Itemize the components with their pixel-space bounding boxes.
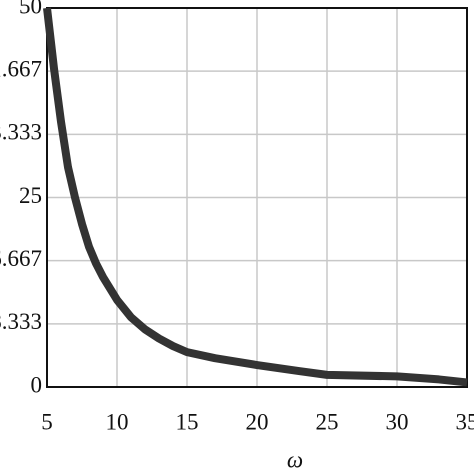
y-tick-label: 33.333 <box>0 120 42 145</box>
x-tick-label: 5 <box>41 409 53 434</box>
data-line <box>43 7 468 387</box>
y-tick-label: 50 <box>19 0 42 18</box>
x-tick-label: 15 <box>176 409 199 434</box>
y-tick-label: 16.667 <box>0 246 42 271</box>
x-axis-label: ω <box>287 447 303 472</box>
y-tick-label: 41.667 <box>0 56 42 81</box>
x-tick-label: 20 <box>246 409 269 434</box>
y-tick-label: 25 <box>19 183 42 208</box>
y-tick-label: 0 <box>31 372 43 397</box>
x-tick-label: 10 <box>106 409 129 434</box>
plot-frame <box>46 7 468 388</box>
y-tick-label: 8.333 <box>0 309 42 334</box>
x-tick-label: 25 <box>316 409 339 434</box>
x-tick-label: 30 <box>386 409 409 434</box>
x-tick-label: 35 <box>456 409 474 434</box>
